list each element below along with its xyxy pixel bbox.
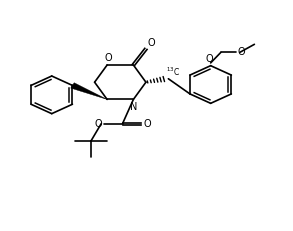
- Text: O: O: [94, 119, 102, 128]
- Text: O: O: [238, 47, 246, 57]
- Text: O: O: [147, 38, 155, 48]
- Text: O: O: [105, 53, 113, 63]
- Text: O: O: [143, 119, 151, 128]
- Polygon shape: [71, 83, 107, 99]
- Text: O: O: [206, 54, 214, 64]
- Text: $^{\mathit{13}}$C: $^{\mathit{13}}$C: [166, 66, 180, 78]
- Text: N: N: [130, 102, 138, 112]
